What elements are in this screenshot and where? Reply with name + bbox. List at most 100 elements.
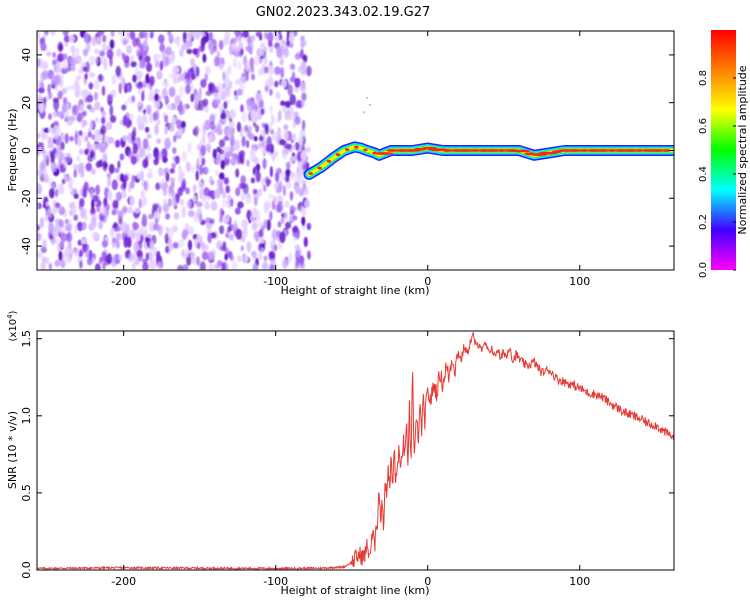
- noise-blob: [253, 136, 258, 142]
- noise-blob: [261, 262, 269, 270]
- ridge-peak-mark: [647, 149, 667, 152]
- noise-blob: [48, 222, 54, 233]
- noise-blob: [273, 195, 277, 204]
- noise-blob: [284, 100, 291, 109]
- noise-blob: [201, 36, 208, 42]
- noise-blob: [147, 33, 151, 39]
- noise-blob: [307, 250, 311, 260]
- noise-blob: [172, 242, 179, 249]
- noise-blob: [99, 146, 106, 153]
- noise-blob: [132, 37, 138, 48]
- y-tick-label: 0: [20, 147, 33, 154]
- noise-blob: [236, 121, 242, 133]
- noise-blob: [275, 91, 281, 100]
- noise-blob: [111, 209, 117, 216]
- noise-blob: [229, 121, 235, 129]
- noise-blob: [274, 171, 280, 183]
- noise-blob: [229, 146, 234, 156]
- noise-blob: [131, 95, 135, 103]
- noise-blob: [141, 57, 146, 69]
- y-tick-label: 1.0: [20, 407, 33, 425]
- noise-blob: [236, 35, 242, 44]
- noise-blob: [301, 119, 306, 131]
- noise-blob: [296, 99, 303, 108]
- snr-ticks: -200 -100 0 100 0.0 0.5 1.0 1.5: [20, 330, 674, 588]
- noise-blob: [230, 158, 237, 166]
- noise-blob: [268, 121, 272, 133]
- noise-blob: [162, 203, 170, 213]
- noise-blob: [302, 54, 308, 63]
- noise-blob: [159, 60, 164, 71]
- noise-blob: [245, 45, 252, 52]
- noise-blob: [294, 185, 300, 195]
- noise-blob: [57, 243, 61, 252]
- noise-blob: [179, 198, 185, 206]
- noise-blob: [299, 129, 306, 138]
- noise-blob: [222, 241, 227, 252]
- noise-blob: [70, 57, 77, 66]
- noise-blob: [118, 254, 124, 261]
- noise-blob: [285, 180, 292, 190]
- noise-blob: [101, 116, 106, 125]
- noise-blob: [228, 233, 234, 241]
- colorbar-tick-label: 0.2: [698, 214, 709, 230]
- noise-blob: [294, 244, 301, 253]
- noise-blob: [269, 166, 273, 178]
- y-tick-label: -20: [20, 189, 33, 207]
- noise-blob: [37, 225, 41, 231]
- noise-blob: [42, 150, 48, 161]
- noise-blob: [64, 133, 69, 144]
- noise-blob: [58, 250, 63, 261]
- noise-blob: [208, 262, 214, 270]
- noise-blob: [168, 55, 175, 64]
- noise-blob: [171, 116, 176, 124]
- noise-blob: [42, 133, 49, 140]
- noise-blob: [94, 91, 98, 101]
- x-tick-label: 100: [569, 275, 590, 288]
- noise-blob: [277, 242, 283, 250]
- noise-blob: [188, 226, 195, 236]
- noise-blob: [57, 90, 63, 100]
- y-tick-label: 20: [20, 96, 33, 110]
- noise-blob: [52, 52, 56, 59]
- noise-blob: [94, 117, 100, 123]
- noise-blob: [220, 112, 227, 120]
- noise-blob: [218, 139, 226, 148]
- noise-blob: [122, 135, 128, 142]
- noise-blob: [151, 261, 157, 268]
- noise-blob: [253, 55, 260, 66]
- noise-blob: [149, 114, 154, 124]
- noise-blob: [266, 31, 274, 43]
- noise-blob: [258, 187, 263, 197]
- noise-blob: [290, 155, 297, 162]
- noise-blob: [144, 55, 151, 63]
- noise-blob: [93, 78, 101, 90]
- noise-blob: [143, 180, 148, 191]
- snr-y-axis-label: SNR (10 * v/v): [6, 411, 19, 489]
- noise-blob: [194, 31, 201, 40]
- noise-blob: [109, 39, 115, 49]
- noise-blob: [210, 200, 218, 211]
- noise-blob: [208, 135, 213, 144]
- noise-blob: [290, 135, 297, 141]
- noise-blob: [206, 228, 213, 235]
- noise-blob: [255, 170, 261, 183]
- noise-blob: [246, 100, 253, 112]
- faint-energy-dot: [362, 111, 366, 114]
- noise-blob: [287, 84, 294, 96]
- noise-blob: [68, 181, 73, 190]
- noise-blob: [205, 167, 209, 173]
- noise-blob: [225, 185, 230, 194]
- noise-blob: [198, 213, 203, 223]
- noise-blob: [83, 32, 90, 44]
- noise-blob: [54, 188, 59, 198]
- noise-blob: [74, 224, 78, 235]
- noise-blob: [66, 85, 73, 92]
- faint-energy-dot: [365, 96, 369, 100]
- ridge-peak-mark: [344, 148, 350, 151]
- noise-blob: [138, 31, 146, 39]
- noise-blob: [103, 198, 107, 206]
- noise-blob: [171, 162, 176, 169]
- noise-blob: [294, 116, 301, 125]
